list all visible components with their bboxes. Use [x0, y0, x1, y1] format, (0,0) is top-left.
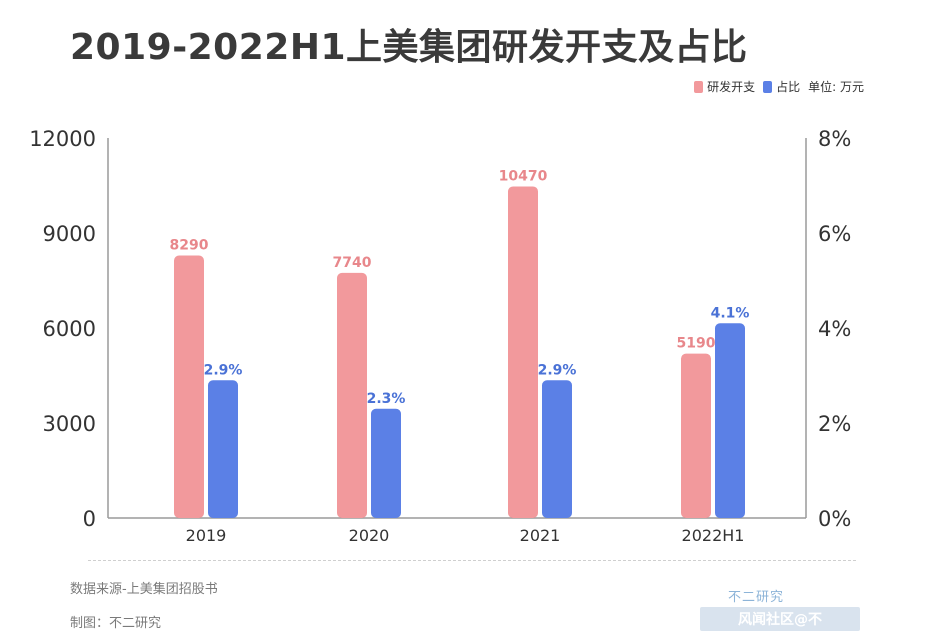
bar-ratio	[371, 408, 401, 518]
chart-maker: 制图：不二研究	[70, 616, 162, 631]
x-tick-label: 2021	[520, 526, 561, 545]
legend-item-spend: 研发开支	[694, 78, 755, 95]
y-left-tick-label: 12000	[29, 127, 96, 151]
y-left-tick-label: 0	[83, 507, 96, 531]
bar-ratio	[542, 380, 572, 518]
bars	[174, 186, 745, 518]
y-right-tick-label: 2%	[818, 412, 851, 436]
x-tick-label: 2019	[186, 526, 227, 545]
y-left-tick-label: 9000	[43, 222, 96, 246]
unit-label: 单位: 万元	[808, 80, 864, 94]
legend-label-spend: 研发开支	[707, 80, 756, 94]
data-label-spend: 5190	[677, 336, 716, 352]
bar-spend	[508, 186, 538, 518]
axes: 0 3000 6000 9000 12000 0% 2% 4% 6% 8% 2019 2020 2021…	[29, 127, 851, 545]
bar-ratio	[715, 323, 745, 518]
data-label-spend: 10470	[499, 168, 548, 184]
data-label-spend: 7740	[333, 255, 372, 271]
data-labels: 8290 2.9% 7740 2.3% 10470 2.9% 5190 4.1%	[170, 168, 750, 406]
data-label-ratio: 4.1%	[711, 305, 750, 321]
y-left-tick-label: 3000	[43, 412, 96, 436]
y-left-tick-label: 6000	[43, 317, 96, 341]
y-right-tick-label: 6%	[818, 222, 851, 246]
footer-divider	[88, 560, 856, 561]
data-source: 数据来源-上美集团招股书	[70, 582, 218, 597]
y-right-tick-label: 8%	[818, 127, 851, 151]
data-label-ratio: 2.3%	[367, 391, 406, 407]
legend-swatch-ratio	[763, 80, 773, 93]
legend-item-ratio: 占比	[763, 78, 800, 95]
data-label-ratio: 2.9%	[204, 362, 243, 378]
x-tick-label: 2022H1	[682, 526, 745, 545]
chart-title: 2019-2022H1上美集团研发开支及占比	[70, 27, 748, 68]
legend-swatch-spend	[694, 80, 704, 93]
x-tick-label: 2020	[349, 526, 390, 545]
bar-spend	[174, 255, 204, 518]
bar-ratio	[208, 380, 238, 518]
y-right-tick-label: 0%	[818, 507, 851, 531]
bar-spend	[337, 272, 367, 518]
brand-mark: 不二研究	[728, 590, 785, 605]
legend-label-ratio: 占比	[776, 80, 801, 94]
bar-spend	[681, 353, 711, 518]
data-label-ratio: 2.9%	[538, 362, 577, 378]
legend: 研发开支 占比 单位: 万元	[694, 78, 864, 95]
watermark-badge: 风闻社区@不	[700, 607, 860, 631]
y-right-tick-label: 4%	[818, 317, 851, 341]
data-label-spend: 8290	[170, 237, 209, 253]
